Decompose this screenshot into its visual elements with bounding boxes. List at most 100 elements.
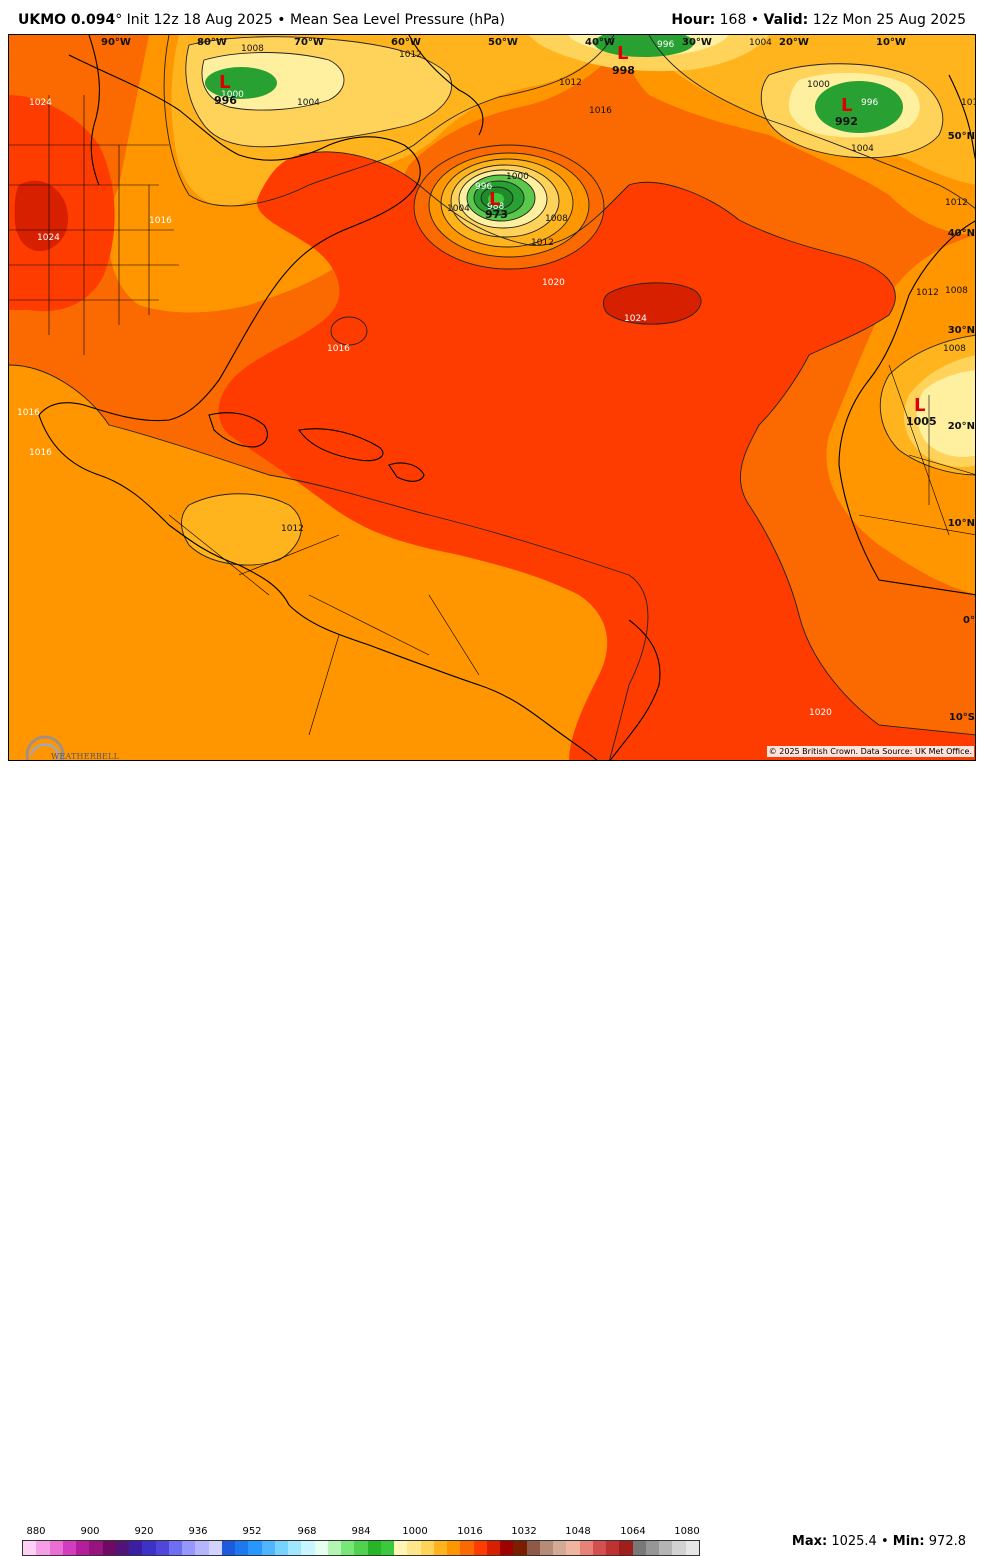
isobar-label: 1024 [29, 98, 52, 108]
isobar-label: 996 [475, 182, 492, 192]
lat-label: 30°N [948, 325, 975, 336]
colorbar-swatch [526, 1541, 540, 1555]
colorbar-tick: 1000 [402, 1526, 428, 1537]
colorbar-swatch [566, 1541, 580, 1555]
lon-label: 50°W [488, 37, 518, 48]
isobar-label: 1008 [241, 44, 264, 54]
lon-label: 90°W [101, 37, 131, 48]
isobar-label: 1000 [506, 172, 529, 182]
colorbar-tick: 920 [134, 1526, 154, 1537]
colorbar-swatch [380, 1541, 394, 1555]
isobar-label: 1008 [945, 286, 968, 296]
colorbar-swatch [221, 1541, 235, 1555]
colorbar-ticks: 880 900 920 936 952 968 984 1000 1016 10… [22, 1526, 712, 1538]
colorbar-swatch [579, 1541, 593, 1555]
field-1024-midwest-core [14, 180, 69, 252]
colorbar-swatch [632, 1541, 646, 1555]
colorbar-swatch [539, 1541, 553, 1555]
colorbar [22, 1540, 700, 1556]
colorbar-swatch [553, 1541, 567, 1555]
colorbar-swatch [76, 1541, 90, 1555]
colorbar-swatch [208, 1541, 222, 1555]
isobar-label: 1008 [943, 344, 966, 354]
colorbar-swatch [606, 1541, 620, 1555]
init-time: Init 12z 18 Aug 2025 [126, 12, 273, 28]
isobar-label: 996 [861, 98, 878, 108]
credit-text: © 2025 British Crown. Data Source: UK Me… [766, 746, 974, 757]
field-996-low-north [594, 35, 694, 57]
footer: 880 900 920 936 952 968 984 1000 1016 10… [0, 762, 984, 1556]
field-1012-west [9, 365, 648, 760]
isobar-label: 1000 [807, 80, 830, 90]
lat-label: 0° [963, 615, 975, 626]
colorbar-swatch [672, 1541, 686, 1555]
colorbar-swatch [433, 1541, 447, 1555]
colorbar-swatch [486, 1541, 500, 1555]
isobar-label: 1004 [851, 144, 874, 154]
isobar-label: 1012 [559, 78, 582, 88]
isobar-label: 1012 [399, 50, 422, 60]
isobar-label: 1004 [297, 98, 320, 108]
hour-value: 168 [719, 12, 747, 28]
lat-label: 10°N [948, 518, 975, 529]
min-value: 972.8 [928, 1534, 966, 1549]
lon-labels: 90°W 80°W 70°W 60°W 50°W 40°W 30°W 20°W … [101, 37, 906, 48]
colorbar-swatch [129, 1541, 143, 1555]
lon-label: 20°W [779, 37, 809, 48]
coastlines [38, 35, 975, 760]
low-symbol: L [219, 72, 230, 93]
lon-label: 30°W [682, 37, 712, 48]
colorbar-swatch [327, 1541, 341, 1555]
colorbar-swatch [155, 1541, 169, 1555]
degree-symbol: ° [115, 12, 123, 28]
valid-label: Valid: [763, 12, 809, 28]
colorbar-swatch [248, 1541, 262, 1555]
bullet: • [277, 12, 286, 28]
stats-sep: • [880, 1534, 889, 1549]
colorbar-swatch [102, 1541, 116, 1555]
pressure-map[interactable]: 90°W 80°W 70°W 60°W 50°W 40°W 30°W 20°W … [8, 34, 976, 761]
field-1000-africa [916, 370, 975, 457]
colorbar-swatch [354, 1541, 368, 1555]
low-value: 973 [485, 208, 508, 221]
low-symbol: L [489, 189, 500, 210]
field-name: Mean Sea Level Pressure (hPa) [289, 12, 505, 28]
colorbar-tick: 1080 [674, 1526, 700, 1537]
low-centers: L 996 L 998 L 992 L 973 L 1005 [214, 43, 937, 428]
colorbar-swatch [195, 1541, 209, 1555]
isobar-label: 996 [657, 40, 674, 50]
isobar-label: 1024 [37, 233, 60, 243]
colorbar-swatch [447, 1541, 461, 1555]
colorbar-swatch [168, 1541, 182, 1555]
isobar-label: 1012 [945, 198, 968, 208]
colorbar-swatch [659, 1541, 673, 1555]
lat-label: 10°S [949, 712, 975, 723]
colorbar-swatch [473, 1541, 487, 1555]
colorbar-swatch [23, 1541, 37, 1555]
isobar-label: 1020 [542, 278, 565, 288]
min-label: Min: [892, 1534, 925, 1549]
colorbar-swatch [513, 1541, 527, 1555]
colorbar-swatch [235, 1541, 249, 1555]
chart-title: UKMO 0.094° Init 12z 18 Aug 2025 • Mean … [18, 12, 505, 28]
isobar-label: 1004 [447, 204, 470, 214]
field-976-cyclone [488, 193, 504, 205]
isobar-label: 1012 [961, 98, 976, 108]
lon-label: 10°W [876, 37, 906, 48]
lat-label: 20°N [948, 421, 975, 432]
field-996-low-west [205, 67, 277, 99]
low-symbol: L [914, 395, 925, 416]
isobar-label: 1016 [29, 448, 52, 458]
isobar-labels: 1008 1012 1004 1012 1016 1004 1000 996 1… [17, 38, 976, 718]
colorbar-swatch [341, 1541, 355, 1555]
max-label: Max: [791, 1534, 828, 1549]
colorbar-tick: 900 [80, 1526, 100, 1537]
colorbar-tick: 968 [297, 1526, 317, 1537]
field-1008-sa [181, 493, 302, 565]
colorbar-swatch [261, 1541, 275, 1555]
colorbar-tick: 1032 [511, 1526, 537, 1537]
bullet: • [750, 12, 760, 28]
colorbar-swatch [645, 1541, 659, 1555]
colorbar-swatch [500, 1541, 514, 1555]
colorbar-swatch [407, 1541, 421, 1555]
